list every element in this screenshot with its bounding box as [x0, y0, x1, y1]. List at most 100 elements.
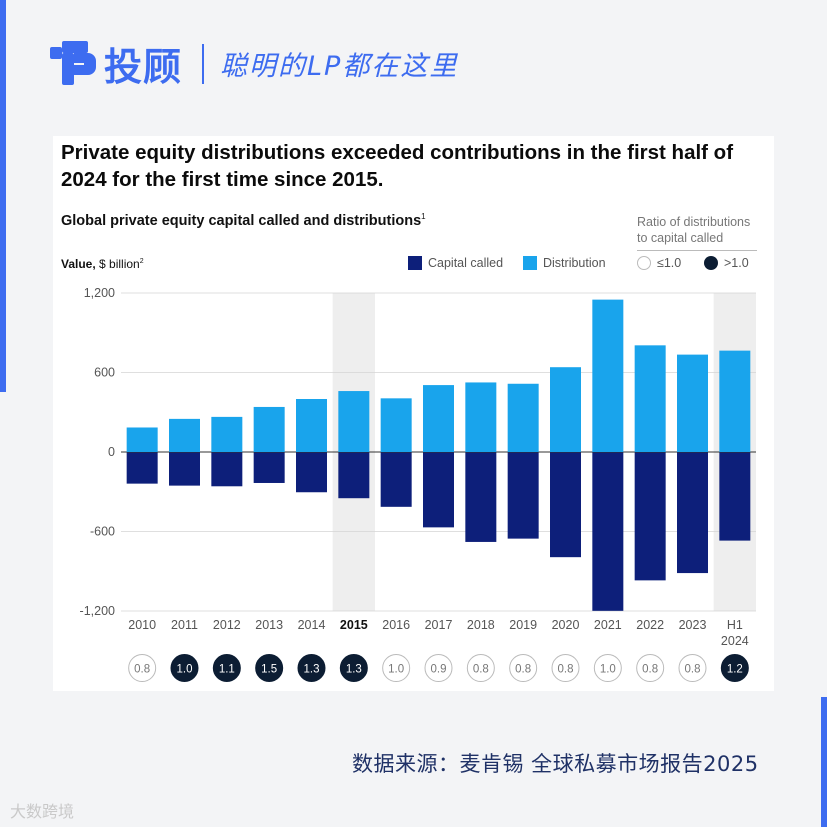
x-tick-label: 2018: [467, 618, 495, 632]
distribution-bar: [296, 399, 327, 452]
capital-called-bar: [719, 452, 751, 541]
x-tick-label: 2012: [213, 618, 241, 632]
ratio-value-label: 1.3: [304, 664, 320, 676]
ratio-value-label: 0.8: [473, 664, 489, 676]
ratio-circle: [128, 654, 157, 682]
x-tick-label: 2021: [594, 618, 622, 632]
x-tick-label: 2014: [298, 618, 326, 632]
x-tick-label: 2011: [171, 618, 198, 632]
watermark: 大数跨境: [10, 802, 75, 821]
x-tick-label: 2013: [255, 618, 283, 632]
y-tick-label: -600: [90, 525, 115, 539]
capital-called-bar: [465, 452, 497, 542]
distribution-bar: [719, 350, 751, 452]
x-tick-label: 2016: [382, 618, 410, 632]
capital-called-bar: [423, 452, 454, 528]
capital-called-bar: [296, 452, 327, 493]
ratio-circle: [382, 654, 411, 682]
ratio-circle: [678, 654, 707, 682]
capital-called-bar: [211, 452, 243, 487]
ratio-circle: [551, 654, 580, 682]
capital-called-bar: [550, 452, 581, 558]
y-tick-label: 0: [108, 445, 115, 459]
x-tick-label: 2022: [636, 618, 664, 632]
ratio-circle: [509, 654, 538, 682]
brand-name: 投顾: [104, 45, 183, 89]
brand-logo-icon: [50, 40, 96, 85]
distribution-bar: [550, 367, 581, 452]
distribution-bar: [169, 418, 200, 452]
ratio-value-label: 1.3: [346, 664, 362, 676]
x-tick-label: 2010: [128, 618, 156, 632]
distribution-bar: [677, 354, 708, 452]
distribution-bar: [126, 427, 158, 452]
distribution-bar: [423, 385, 454, 452]
x-tick-label: 2019: [509, 618, 537, 632]
capital-called-bar: [253, 452, 285, 483]
ratio-circle: [212, 654, 241, 682]
ratio-value-label: 0.8: [515, 664, 531, 676]
capital-called-bar: [380, 452, 412, 507]
x-tick-label: 2023: [679, 618, 707, 632]
chart-card: Private equity distributions exceeded co…: [53, 136, 774, 691]
x-tick-label: 2020: [552, 618, 580, 632]
x-tick-label: H1: [727, 618, 743, 632]
header-divider: [202, 43, 205, 84]
legend-ratio-low: ≤1.0: [637, 256, 681, 270]
ratio-value-label: 0.8: [558, 664, 574, 676]
ratio-value-label: 1.0: [177, 664, 193, 676]
brand-header: 投顾 聪明的LP都在这里: [48, 36, 458, 91]
distribution-bar: [507, 383, 539, 452]
distribution-swatch: [523, 256, 537, 270]
capital-called-bar: [169, 452, 200, 486]
ratio-low-circle-icon: [637, 256, 651, 270]
distribution-bar: [592, 299, 624, 452]
y-tick-label: 600: [94, 366, 115, 380]
data-source: 数据来源：麦肯锡 全球私募市场报告2025: [352, 752, 759, 776]
distribution-bar: [253, 406, 285, 452]
distribution-bar: [211, 416, 243, 452]
distribution-bar: [380, 398, 412, 452]
ratio-value-label: 1.1: [219, 664, 235, 676]
ratio-circle: [339, 654, 368, 682]
legend-ratio-high: >1.0: [704, 256, 749, 270]
ratio-circle: [636, 654, 665, 682]
y-tick-label: 1,200: [84, 286, 115, 300]
distribution-bar: [338, 391, 370, 452]
x-tick-label: 2015: [340, 618, 368, 632]
capital-called-bar: [592, 452, 624, 611]
ratio-value-label: 1.2: [727, 664, 743, 676]
ratio-circle: [297, 654, 326, 682]
y-tick-label: -1,200: [80, 604, 115, 618]
ratio-high-circle-icon: [704, 256, 718, 270]
ratio-value-label: 0.8: [134, 664, 150, 676]
ratio-value-label: 1.0: [388, 664, 404, 676]
capital-called-bar: [126, 452, 158, 484]
ratio-value-label: 0.9: [431, 664, 447, 676]
distribution-bar: [634, 345, 666, 452]
ratio-circle: [593, 654, 622, 682]
capital-called-bar: [634, 452, 666, 581]
chart-subtitle: Global private equity capital called and…: [61, 212, 426, 229]
x-tick-label: 2017: [425, 618, 453, 632]
legend-distribution: Distribution: [523, 256, 606, 270]
capital-called-bar: [338, 452, 370, 499]
ratio-value-label: 1.0: [600, 664, 616, 676]
ratio-circle: [170, 654, 199, 682]
ratio-circle: [424, 654, 453, 682]
y-axis-unit-label: Value, $ billion2: [61, 257, 144, 271]
ratio-circle: [466, 654, 495, 682]
x-tick-label: 2024: [721, 634, 749, 648]
right-accent-bar: [821, 697, 827, 827]
left-accent-bar: [0, 0, 6, 392]
legend-capital-called: Capital called: [408, 256, 503, 270]
ratio-legend-title: Ratio of distributions to capital called: [637, 214, 757, 251]
brand-slogan: 聪明的LP都在这里: [220, 51, 459, 82]
capital-called-bar: [507, 452, 539, 539]
ratio-value-label: 0.8: [685, 664, 701, 676]
capital-called-swatch: [408, 256, 422, 270]
bar-chart: 1,200 600 0 -600 -1,200 2010 0.8 2011 1.0 2012 1.1…: [80, 286, 756, 682]
distribution-bar: [465, 382, 497, 452]
ratio-value-label: 0.8: [642, 664, 658, 676]
ratio-circle: [255, 654, 284, 682]
